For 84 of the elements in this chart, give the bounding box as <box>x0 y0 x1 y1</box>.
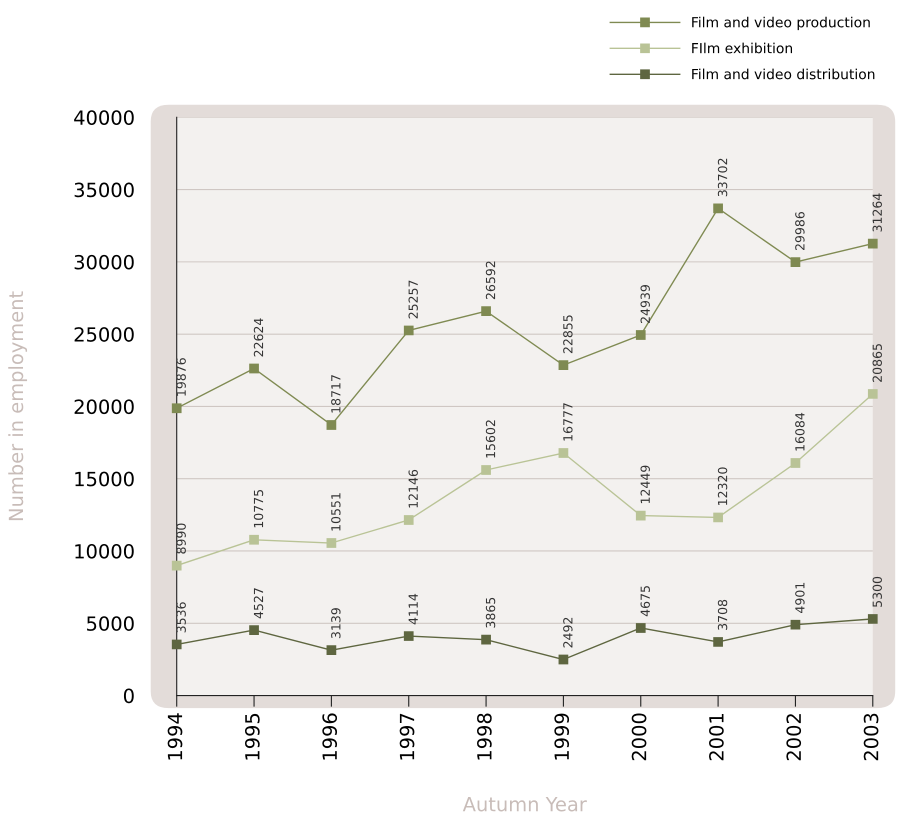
point <box>249 534 259 545</box>
data-label: 24939 <box>640 285 650 324</box>
y-tick-label: 10000 <box>75 544 134 559</box>
y-tick-label: 20000 <box>74 399 134 414</box>
point <box>249 364 259 374</box>
x-axis-title: Autumn Year <box>462 797 587 812</box>
data-label: 25257 <box>408 280 418 318</box>
point <box>636 623 646 633</box>
data-label: 3536 <box>176 602 186 632</box>
point <box>481 465 491 475</box>
y-tick-label: 30000 <box>74 254 134 270</box>
x-tick-label: 1994 <box>168 713 182 760</box>
data-label: 12449 <box>640 466 650 504</box>
data-label: 4527 <box>254 588 264 618</box>
data-label: 3865 <box>486 598 496 628</box>
x-tick-label: 1996 <box>322 713 338 760</box>
data-label: 33702 <box>718 158 728 196</box>
point <box>404 631 414 641</box>
x-tick-label: 2002 <box>786 714 802 760</box>
data-label: 22855 <box>563 315 573 354</box>
x-tick-label: 1999 <box>554 714 570 760</box>
y-tick-label: 15000 <box>75 472 134 486</box>
point <box>172 403 182 414</box>
data-label: 4675 <box>640 586 650 616</box>
point <box>326 538 336 548</box>
data-label: 16777 <box>563 403 573 441</box>
y-tick-label: 40000 <box>74 110 134 125</box>
x-tick-label: 2001 <box>709 714 724 760</box>
point <box>404 326 414 336</box>
data-label: 12146 <box>408 470 418 508</box>
data-label: 20865 <box>872 344 882 382</box>
data-label: 15602 <box>486 420 496 458</box>
point <box>713 637 723 647</box>
data-label: 10551 <box>331 493 341 531</box>
point <box>481 306 491 316</box>
data-label: 12320 <box>718 467 728 505</box>
data-label: 5300 <box>872 576 882 607</box>
point <box>172 640 182 650</box>
point <box>558 448 568 458</box>
point <box>326 645 336 656</box>
data-label: 18717 <box>331 375 341 412</box>
point <box>868 389 878 399</box>
point <box>713 204 723 214</box>
data-label: 16084 <box>795 412 805 451</box>
data-label: 2492 <box>563 618 573 648</box>
point <box>790 458 800 468</box>
point <box>636 510 646 520</box>
point <box>172 560 182 570</box>
data-label: 10775 <box>254 490 264 528</box>
legend-label: Film and video distribution <box>692 68 874 80</box>
point <box>326 420 336 430</box>
data-label: 19876 <box>176 358 186 396</box>
data-label: 26592 <box>486 262 496 300</box>
y-tick-label: 0 <box>124 688 134 704</box>
data-label: 4114 <box>408 594 418 624</box>
data-label: 4901 <box>795 582 805 613</box>
data-label: 3139 <box>331 608 341 638</box>
x-tick-label: 1995 <box>244 714 260 760</box>
point <box>558 654 568 664</box>
x-tick-label: 1998 <box>477 714 492 760</box>
y-tick-label: 35000 <box>74 182 134 198</box>
y-tick-label: 25000 <box>74 327 134 342</box>
x-tick-label: 2000 <box>632 714 646 760</box>
y-tick-label: 5000 <box>87 616 134 631</box>
y-axis-title: Number in employment <box>8 291 28 520</box>
data-label: 22624 <box>254 318 264 356</box>
point <box>636 330 646 340</box>
point <box>481 634 491 645</box>
point <box>868 614 878 624</box>
point <box>790 620 800 630</box>
x-tick-label: 2003 <box>864 714 878 760</box>
point <box>558 360 568 370</box>
point <box>713 512 723 522</box>
data-label: 3708 <box>718 600 728 630</box>
data-label: 29986 <box>795 212 805 250</box>
data-label: 8990 <box>176 523 186 554</box>
data-label: 31264 <box>872 193 882 232</box>
x-tick-label: 1997 <box>400 714 414 760</box>
point <box>249 625 259 635</box>
point <box>404 515 414 525</box>
point <box>790 257 800 267</box>
point <box>868 238 878 248</box>
legend-label: FIlm exhibition <box>692 42 792 54</box>
legend-label: Film and video production <box>692 16 870 30</box>
